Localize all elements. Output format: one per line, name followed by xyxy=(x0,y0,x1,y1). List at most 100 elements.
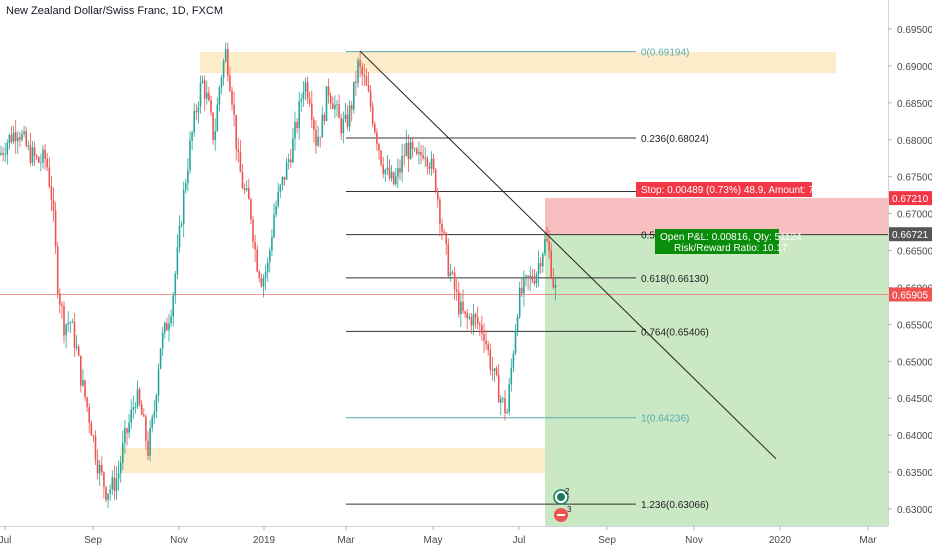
candle-body xyxy=(264,272,267,279)
price-axis[interactable] xyxy=(888,0,932,550)
candle xyxy=(342,111,345,144)
candle-body xyxy=(262,278,265,287)
candle-body xyxy=(434,169,437,192)
candle xyxy=(172,292,174,327)
candle-body xyxy=(46,158,48,168)
candle xyxy=(407,134,410,173)
candle xyxy=(90,420,93,436)
candle xyxy=(363,63,366,87)
candle xyxy=(256,244,258,273)
candle-body xyxy=(390,172,393,179)
candle xyxy=(197,101,200,124)
candle-body xyxy=(235,114,237,150)
candle-body xyxy=(67,322,69,325)
candle xyxy=(168,313,170,342)
candle-body xyxy=(227,49,229,76)
candle-body xyxy=(506,412,508,414)
candle xyxy=(54,202,57,254)
candle-body xyxy=(52,199,55,211)
candle xyxy=(157,363,160,403)
candle-body xyxy=(346,114,349,127)
candle-body xyxy=(8,134,11,144)
candle xyxy=(237,138,240,163)
candle-body xyxy=(504,398,506,414)
candle xyxy=(460,293,462,327)
candle xyxy=(523,270,525,307)
candle-body xyxy=(208,92,210,101)
candle xyxy=(458,281,460,318)
candle xyxy=(178,215,181,253)
candle-body xyxy=(174,273,177,296)
candle xyxy=(464,310,466,318)
event-badges[interactable]: 23 xyxy=(553,487,572,522)
candle-body xyxy=(397,168,399,177)
position-labels: Stop: 0.00489 (0.73%) 48.9, Amount: 750 O… xyxy=(636,182,825,254)
candle xyxy=(233,91,235,127)
candle-body xyxy=(115,478,118,491)
candle-body xyxy=(306,82,309,99)
candle xyxy=(529,266,531,291)
candle-body xyxy=(38,157,40,163)
candle xyxy=(512,350,515,373)
candle-body xyxy=(441,223,443,232)
candle-body xyxy=(182,189,185,225)
candle xyxy=(344,102,347,123)
candle xyxy=(487,340,489,356)
candle-body xyxy=(401,155,403,173)
candle xyxy=(491,357,494,381)
candle-body xyxy=(132,407,135,410)
candle-body xyxy=(185,183,187,190)
x-tick-label: 2020 xyxy=(769,535,792,546)
candle-body xyxy=(550,250,552,278)
stop-label-box xyxy=(636,182,812,197)
candle xyxy=(323,112,326,125)
candle-body xyxy=(164,322,166,333)
candle-body xyxy=(430,158,433,169)
candle-body xyxy=(386,167,389,170)
candle xyxy=(46,152,48,171)
candle xyxy=(308,91,311,107)
candle xyxy=(281,176,284,191)
candle xyxy=(306,76,309,104)
candle xyxy=(143,408,145,417)
candle xyxy=(382,156,384,179)
candle xyxy=(71,318,74,324)
candle-body xyxy=(86,397,88,408)
candle-body xyxy=(443,231,445,234)
candle-body xyxy=(283,176,286,180)
candle-body xyxy=(468,317,471,319)
candle xyxy=(248,178,250,200)
candle-body xyxy=(542,253,544,267)
candle-body xyxy=(554,284,557,288)
candle-body xyxy=(533,280,536,284)
candle-body xyxy=(271,237,273,251)
price-tag-current xyxy=(889,287,932,302)
candle xyxy=(218,85,221,112)
candle-body xyxy=(510,367,513,385)
candle xyxy=(302,81,305,107)
candle-body xyxy=(529,275,531,279)
candle xyxy=(392,171,395,186)
candle-body xyxy=(29,145,32,163)
candle-body xyxy=(363,74,366,77)
candle xyxy=(300,94,303,112)
candle xyxy=(548,229,550,259)
time-axis[interactable] xyxy=(0,526,932,550)
y-tick-label: 0.65500 xyxy=(897,320,932,331)
candle xyxy=(319,136,321,148)
candle xyxy=(388,159,391,181)
candle-body xyxy=(311,103,313,120)
candle-body xyxy=(206,92,208,99)
candle xyxy=(416,146,418,156)
candle-body xyxy=(224,49,227,62)
candle-body xyxy=(21,133,23,140)
candle xyxy=(239,140,242,173)
trendline[interactable] xyxy=(359,50,777,460)
candle-body xyxy=(266,262,269,273)
candle xyxy=(294,111,296,151)
candle-body xyxy=(487,344,489,350)
candle-body xyxy=(92,435,95,437)
candle xyxy=(38,155,40,164)
candle-body xyxy=(449,272,452,276)
